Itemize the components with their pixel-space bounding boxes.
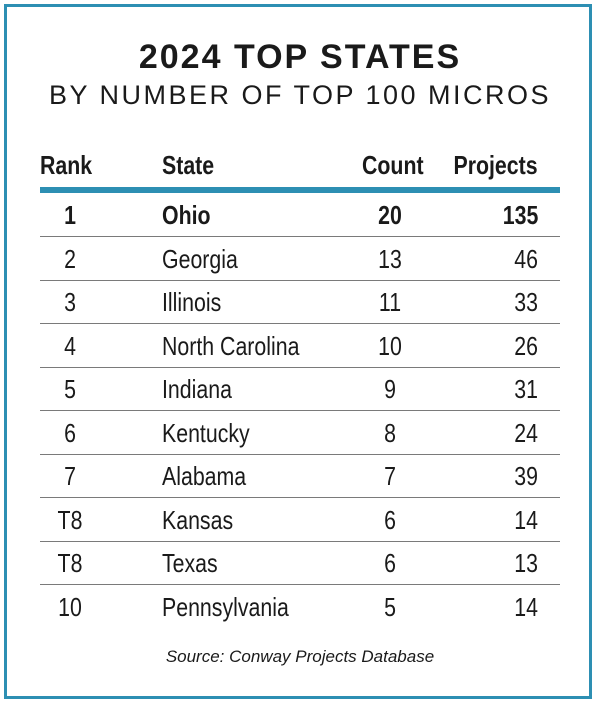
page-title: 2024 TOP STATES [138,38,462,76]
cell-state: Ohio [162,200,211,230]
column-header-count: Count [362,150,424,180]
cell-rank: T8 [57,504,83,535]
cell-state: Texas [162,548,218,578]
cell-state: Georgia [162,243,238,274]
page-subtitle: BY NUMBER OF TOP 100 MICROS [48,80,552,110]
cell-rank: 1 [64,200,76,230]
cell-state: Kansas [162,504,234,535]
source-note: Source: Conway Projects Database [165,647,435,666]
cell-rank: 10 [58,591,82,622]
table-row: 5 Indiana 9 31 [40,368,560,411]
cell-projects: 31 [514,374,538,404]
cell-projects: 24 [514,417,538,448]
cell-projects: 13 [514,548,538,578]
cell-projects: 26 [514,330,538,361]
header-divider [40,187,560,193]
cell-rank: 5 [64,374,76,404]
cell-state: Indiana [162,374,232,404]
table-row: 4 North Carolina 10 26 [40,325,560,368]
table-row: 10 Pennsylvania 5 14 [40,586,560,629]
table-row: 7 Alabama 7 39 [40,455,560,498]
cell-rank: 3 [64,287,76,317]
cell-count: 20 [378,200,402,230]
column-header-state: State [162,150,215,180]
table-frame [4,4,592,699]
cell-count: 5 [384,591,396,622]
cell-count: 11 [378,287,402,317]
cell-state: Illinois [162,287,222,317]
table-row: T8 Kansas 6 14 [40,499,560,542]
column-header-rank: Rank [40,150,93,180]
cell-count: 13 [378,243,402,274]
cell-projects: 135 [502,200,538,230]
cell-state: Kentucky [162,417,250,448]
cell-count: 8 [384,417,396,448]
column-header-projects: Projects [453,150,538,180]
cell-rank: T8 [57,548,83,578]
cell-count: 6 [384,504,396,535]
table-row: 1 Ohio 20 135 [40,194,560,237]
cell-projects: 14 [514,591,538,622]
table-row: 2 Georgia 13 46 [40,238,560,281]
cell-state: Pennsylvania [162,591,289,622]
cell-rank: 4 [64,330,76,361]
cell-rank: 7 [64,461,76,491]
table-row: 6 Kentucky 8 24 [40,412,560,455]
cell-count: 10 [378,330,402,361]
table-row: 3 Illinois 11 33 [40,281,560,324]
table-row: T8 Texas 6 13 [40,542,560,585]
cell-projects: 39 [514,461,538,491]
cell-projects: 14 [514,504,538,535]
cell-count: 9 [384,374,396,404]
cell-projects: 33 [514,287,538,317]
cell-state: North Carolina [162,330,300,361]
cell-rank: 2 [64,243,76,274]
cell-count: 7 [384,461,396,491]
cell-projects: 46 [514,243,538,274]
cell-rank: 6 [64,417,76,448]
cell-state: Alabama [162,461,247,491]
cell-count: 6 [384,548,396,578]
